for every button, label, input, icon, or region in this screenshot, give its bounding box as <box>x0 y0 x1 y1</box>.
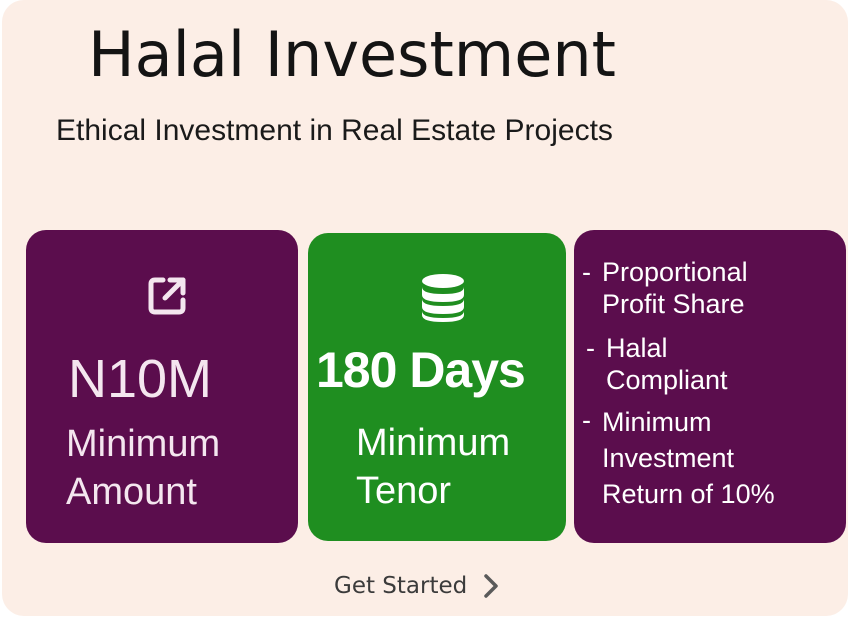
feature-item: - Proportional Profit Share <box>582 256 748 320</box>
feature-item: - Minimum Investment Return of 10% <box>582 404 775 512</box>
tenor-value: 180 Days <box>316 342 526 398</box>
tenor-label-line2: Tenor <box>356 470 452 512</box>
feature-line: Halal <box>606 333 668 363</box>
feature-line: Investment <box>602 443 735 473</box>
tenor-label-line1: Minimum <box>356 422 511 464</box>
feature-item: - Halal Compliant <box>586 332 728 396</box>
feature-line: Profit Share <box>602 289 745 319</box>
feature-line: Return of 10% <box>602 479 775 509</box>
database-icon <box>422 274 464 322</box>
minimum-amount-card: N10M Minimum Amount <box>26 230 298 543</box>
tenor-label: Minimum Tenor <box>356 419 510 515</box>
amount-value: N10M <box>68 349 213 409</box>
feature-dash: - <box>586 333 595 363</box>
get-started-button[interactable]: Get Started <box>334 568 501 604</box>
amount-label-line1: Minimum <box>66 423 221 465</box>
feature-line: Proportional <box>602 257 748 287</box>
minimum-tenor-card: 180 Days Minimum Tenor <box>308 233 566 541</box>
features-card: - Proportional Profit Share - Halal Comp… <box>574 230 846 543</box>
external-link-icon <box>148 277 186 315</box>
feature-dash: - <box>582 257 591 287</box>
page-subtitle: Ethical Investment in Real Estate Projec… <box>56 114 613 147</box>
page-title: Halal Investment <box>88 18 616 91</box>
get-started-label: Get Started <box>334 573 468 599</box>
amount-label-line2: Amount <box>66 471 197 513</box>
feature-line: Minimum <box>602 407 712 437</box>
amount-label: Minimum Amount <box>66 420 220 516</box>
chevron-right-icon <box>484 574 498 598</box>
feature-dash: - <box>582 405 591 435</box>
feature-line: Compliant <box>606 365 728 395</box>
